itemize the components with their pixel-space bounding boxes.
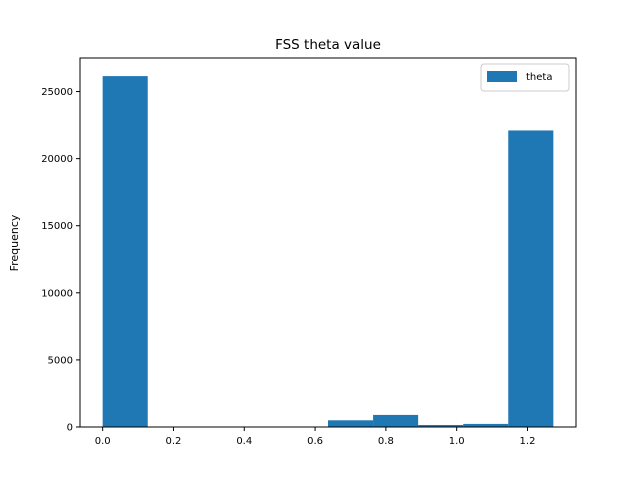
legend: theta [480, 63, 570, 92]
histogram-bar [328, 420, 374, 427]
histogram-bar [102, 76, 148, 427]
x-tick-label: 0.0 [95, 436, 111, 447]
y-tick-label: 15000 [41, 221, 73, 232]
y-tick-label: 5000 [48, 355, 73, 366]
histogram-bar [508, 130, 554, 427]
y-tick-label: 20000 [41, 154, 73, 165]
x-tick-label: 0.8 [378, 436, 394, 447]
y-tick-label: 0 [67, 423, 73, 434]
plot-frame [79, 57, 577, 428]
chart-title: FSS theta value [275, 37, 381, 53]
y-axis-ticks: 0 5000 10000 15000 20000 25000 [41, 87, 80, 434]
legend-box [480, 63, 570, 92]
histogram-bar [463, 423, 509, 427]
histogram-bar [373, 414, 419, 427]
x-tick-label: 0.6 [307, 436, 323, 447]
legend-swatch [487, 71, 517, 82]
x-tick-label: 0.4 [236, 436, 252, 447]
bars-group [102, 76, 554, 427]
y-tick-label: 10000 [41, 288, 73, 299]
y-axis-title: Frequency [8, 214, 21, 271]
histogram-bar [418, 424, 464, 427]
x-axis-ticks: 0.0 0.2 0.4 0.6 0.8 1.0 1.2 [95, 427, 536, 447]
x-tick-label: 1.2 [520, 436, 536, 447]
x-tick-label: 1.0 [449, 436, 465, 447]
y-tick-label: 25000 [41, 87, 73, 98]
legend-label-theta: theta [526, 72, 552, 83]
x-tick-label: 0.2 [166, 436, 182, 447]
